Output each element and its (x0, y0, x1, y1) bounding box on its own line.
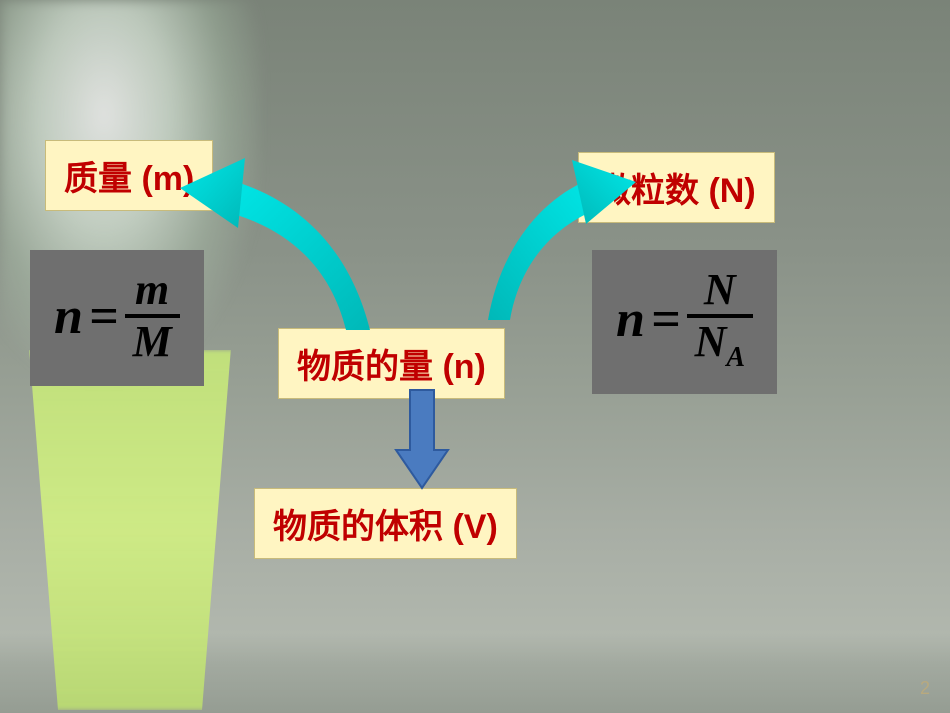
denom-base: N (695, 317, 727, 366)
formula-mass-denominator: M (125, 318, 180, 364)
formula-particles-numerator: N (696, 268, 744, 314)
formula-particles: n = N NA (592, 250, 777, 394)
formula-particles-lhs: n (616, 290, 645, 349)
denom-subscript: A (726, 342, 745, 373)
formula-particles-denominator: NA (687, 318, 753, 372)
formula-mass-numerator: m (127, 268, 177, 314)
arrow-down (392, 388, 452, 498)
formula-mass-fraction: m M (125, 268, 180, 364)
arrow-down-shape (396, 390, 448, 488)
label-volume: 物质的体积 (V) (254, 488, 517, 559)
label-mass: 质量 (m) (45, 140, 213, 211)
formula-mass: n = m M (30, 250, 204, 386)
formula-particles-row: n = N NA (616, 268, 753, 372)
formula-mass-eq: = (89, 287, 119, 346)
formula-mass-row: n = m M (54, 268, 180, 364)
page-number: 2 (920, 678, 930, 699)
formula-mass-lhs: n (54, 287, 83, 346)
formula-particles-eq: = (651, 290, 681, 349)
formula-particles-fraction: N NA (687, 268, 753, 372)
label-particles: 微粒数 (N) (578, 152, 775, 223)
